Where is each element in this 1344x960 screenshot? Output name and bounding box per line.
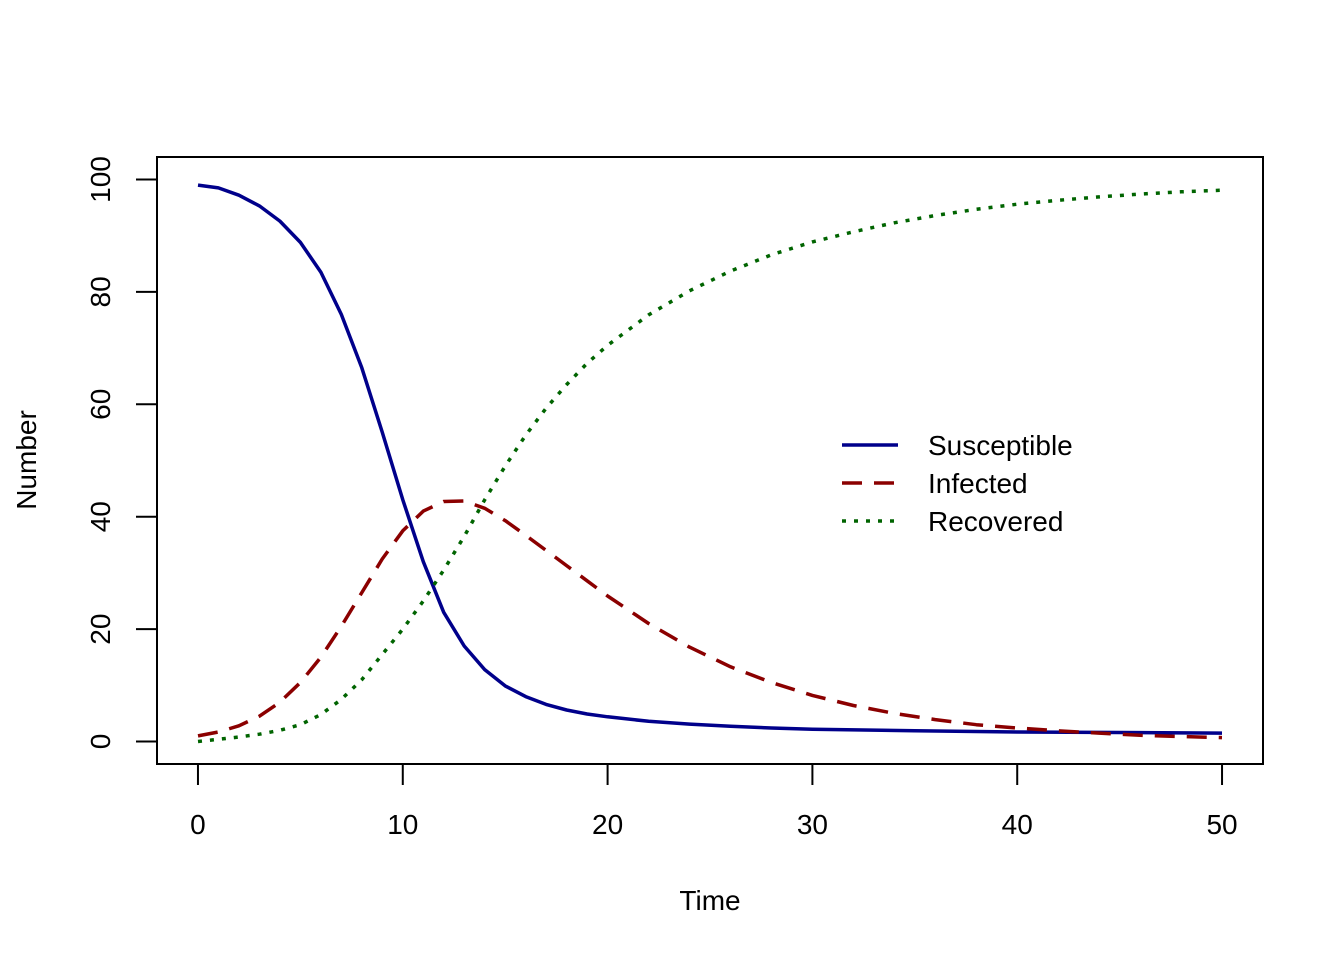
- x-tick-label: 0: [190, 809, 206, 840]
- legend-label-infected: Infected: [928, 468, 1028, 499]
- series-line-infected: [197, 499, 1223, 740]
- x-tick-label: 30: [797, 809, 828, 840]
- y-axis-title: Number: [11, 410, 42, 510]
- plot-area: [197, 183, 1223, 744]
- x-tick-label: 40: [1002, 809, 1033, 840]
- series-line-recovered: [197, 188, 1223, 744]
- legend-label-susceptible: Susceptible: [928, 430, 1073, 461]
- series-line-susceptible: [197, 183, 1223, 735]
- x-tick-label: 20: [592, 809, 623, 840]
- x-tick-label: 50: [1206, 809, 1237, 840]
- y-tick-label: 100: [85, 156, 116, 203]
- y-tick-label: 20: [85, 614, 116, 645]
- plot-frame: [156, 156, 1264, 765]
- axes: 0 10 20 30 40 50 0 20 40 60 80 100: [85, 156, 1238, 840]
- y-tick-label: 0: [85, 734, 116, 750]
- x-axis-title: Time: [679, 885, 740, 916]
- legend: Susceptible Infected Recovered: [842, 430, 1073, 537]
- x-tick-label: 10: [387, 809, 418, 840]
- y-tick-label: 60: [85, 389, 116, 420]
- y-tick-label: 40: [85, 501, 116, 532]
- y-tick-label: 80: [85, 276, 116, 307]
- legend-label-recovered: Recovered: [928, 506, 1063, 537]
